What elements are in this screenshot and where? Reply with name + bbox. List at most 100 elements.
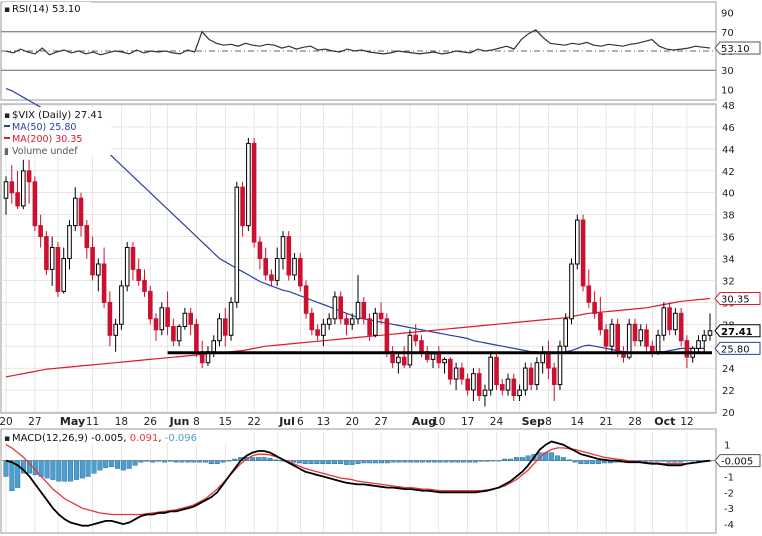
candle xyxy=(667,302,672,336)
macd-histogram-bar xyxy=(73,460,79,480)
x-axis-label: 13 xyxy=(317,416,330,428)
x-axis-label: 6 xyxy=(297,416,304,428)
candle xyxy=(326,313,332,330)
x-axis-label: 28 xyxy=(628,416,641,428)
candle-body xyxy=(3,181,9,199)
candle xyxy=(448,357,453,385)
candle-body xyxy=(378,312,384,320)
candle-body xyxy=(459,367,465,380)
candle xyxy=(517,384,522,402)
candle xyxy=(124,242,130,292)
candle xyxy=(575,214,580,270)
macd-histogram-bar xyxy=(191,460,197,463)
macd-histogram-bar xyxy=(496,460,502,462)
candle xyxy=(321,318,326,347)
candle-body xyxy=(413,334,418,342)
macd-histogram-bar xyxy=(666,460,672,463)
macd-histogram-bar xyxy=(21,460,27,474)
x-axis-label: 20 xyxy=(346,416,359,428)
candle xyxy=(563,313,569,352)
price-tick-label: 20 xyxy=(722,408,735,419)
candle xyxy=(274,247,280,286)
macd-tick-label: -1 xyxy=(724,472,734,483)
candle xyxy=(523,362,528,396)
rsi-value-tag-text: 53.10 xyxy=(721,44,750,55)
close-value-tag-text: 27.41 xyxy=(721,327,753,338)
macd-histogram-bar xyxy=(437,460,443,463)
candle xyxy=(49,236,55,286)
candle xyxy=(332,291,338,325)
macd-histogram-bar xyxy=(138,460,144,463)
macd-histogram-bar xyxy=(302,460,308,465)
candle-body xyxy=(251,142,257,243)
macd-histogram-bar xyxy=(232,458,238,461)
macd-histogram-bar xyxy=(408,460,414,463)
candle xyxy=(159,302,165,336)
ma200-value-tag: 30.35 xyxy=(714,292,761,306)
candle xyxy=(586,269,592,308)
macd-histogram-bar xyxy=(320,460,326,465)
candle xyxy=(176,324,182,347)
candle-body xyxy=(551,367,557,386)
candle-body xyxy=(505,378,511,391)
macd-histogram-bar xyxy=(414,460,420,463)
macd-histogram-bar xyxy=(208,460,214,465)
x-axis-label: 12 xyxy=(680,416,693,428)
macd-histogram-bar xyxy=(85,460,91,477)
macd-histogram-bar xyxy=(144,460,150,462)
candle-body xyxy=(269,274,274,281)
macd-histogram-bar xyxy=(185,460,191,463)
price-tick-label: 38 xyxy=(722,211,735,222)
candle xyxy=(32,176,38,232)
candle xyxy=(442,357,447,374)
candle xyxy=(38,214,43,248)
candle-body xyxy=(159,307,165,331)
ma200-value-tag-shape xyxy=(714,292,761,306)
macd-histogram-bar xyxy=(114,460,120,469)
candle xyxy=(96,258,101,292)
macd-title-label: MACD(12,26,9) -0.005, xyxy=(12,433,130,444)
candle xyxy=(707,313,713,341)
candle-body xyxy=(517,389,522,397)
candle xyxy=(661,302,667,341)
macd-histogram-bar xyxy=(296,460,302,464)
macd-histogram-bar xyxy=(420,460,426,463)
macd-histogram-bar xyxy=(91,460,97,474)
candle-body xyxy=(650,345,655,353)
macd-histogram-bar xyxy=(449,460,455,463)
macd-histogram-bar xyxy=(67,460,73,482)
candle xyxy=(171,318,176,347)
rsi-tick-label: 90 xyxy=(721,9,734,20)
candle xyxy=(223,307,228,347)
candle xyxy=(678,307,684,347)
candle-body xyxy=(684,340,690,358)
macd-histogram-bar xyxy=(326,460,332,465)
macd-histogram-bar xyxy=(197,460,203,463)
candle-body xyxy=(626,323,632,358)
candle-body xyxy=(315,329,320,336)
macd-histogram-bar xyxy=(490,460,496,462)
x-axis-label: 17 xyxy=(461,416,474,428)
candle xyxy=(494,351,499,391)
candle-body xyxy=(44,236,49,271)
candle-body xyxy=(246,142,251,227)
candle-body xyxy=(240,186,245,227)
price-title: $VIX (Daily) 27.41 xyxy=(12,110,103,121)
price-tick-labels: 484644424038363432302826242220 xyxy=(722,101,735,419)
candle xyxy=(165,291,170,336)
x-axis-label: Jun xyxy=(169,415,190,428)
candle xyxy=(638,324,644,347)
x-axis-label: 20 xyxy=(0,416,13,428)
x-axis-label: 10 xyxy=(432,416,445,428)
candle-body xyxy=(257,241,263,260)
candle xyxy=(3,176,9,215)
macd-histogram-bar xyxy=(513,457,519,461)
x-axis-label: 15 xyxy=(219,416,232,428)
candle-body xyxy=(280,236,286,260)
macd-histogram-bar xyxy=(109,460,115,468)
macd-histogram-bar xyxy=(44,460,50,479)
macd-histogram-bar xyxy=(643,460,649,462)
macd-histogram-bar xyxy=(3,460,9,477)
